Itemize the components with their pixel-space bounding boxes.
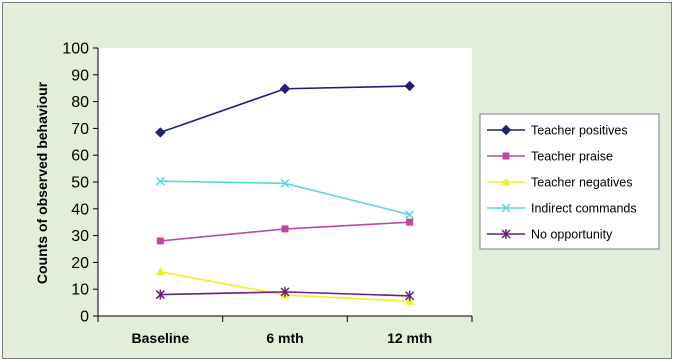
legend-marker [501, 229, 511, 239]
data-point [280, 286, 290, 297]
data-point [406, 218, 414, 226]
data-point [155, 176, 165, 186]
legend-marker [501, 177, 511, 186]
x-tick-label: Baseline [132, 330, 190, 346]
y-tick-label: 70 [71, 121, 89, 138]
legend-label: Teacher negatives [531, 176, 632, 190]
legend-marker [501, 203, 511, 213]
legend-item: Teacher positives [487, 124, 628, 138]
legend-label: Indirect commands [531, 202, 637, 216]
legend-marker [500, 124, 512, 136]
legend: Teacher positives Teacher praise Teacher n… [479, 113, 660, 250]
y-tick-label: 90 [71, 67, 89, 84]
y-tick-label: 0 [80, 309, 89, 326]
legend-label: No opportunity [531, 228, 613, 242]
data-point [155, 267, 165, 276]
y-tick-label: 50 [71, 175, 89, 192]
y-axis-label: Counts of observed behaviour [34, 81, 50, 284]
legend-label: Teacher praise [531, 150, 613, 164]
x-tick-label: 6 mth [266, 330, 303, 346]
data-point [405, 210, 415, 220]
data-point [280, 178, 290, 188]
y-tick-label: 60 [71, 148, 89, 165]
legend-marker [502, 152, 510, 160]
legend-item: Indirect commands [487, 202, 637, 216]
y-tick-label: 30 [71, 228, 89, 245]
series-indirect-commands [155, 176, 415, 220]
y-tick-label: 10 [71, 282, 89, 299]
data-point [405, 290, 415, 301]
legend-label: Teacher positives [531, 124, 628, 138]
data-point [281, 225, 289, 233]
series-teacher-positives [155, 80, 415, 138]
legend-item: Teacher praise [487, 150, 613, 164]
legend-item: Teacher negatives [487, 176, 632, 190]
x-tick-label: 12 mth [387, 330, 432, 346]
y-tick-label: 100 [62, 41, 89, 58]
data-point [156, 237, 164, 245]
data-point [279, 83, 291, 94]
series-teacher-praise [156, 218, 414, 245]
legend-item: No opportunity [487, 228, 613, 242]
data-point [404, 80, 415, 92]
plot-area: 0 10 20 30 40 50 60 70 80 90 100 Baseline 6 mth 12 mt… [62, 41, 473, 346]
y-tick-label: 20 [71, 255, 89, 272]
data-point [155, 289, 165, 300]
y-tick-label: 40 [71, 201, 89, 218]
data-point [155, 127, 166, 138]
series-no-opportunity [155, 286, 415, 301]
y-tick-label: 80 [71, 94, 89, 111]
